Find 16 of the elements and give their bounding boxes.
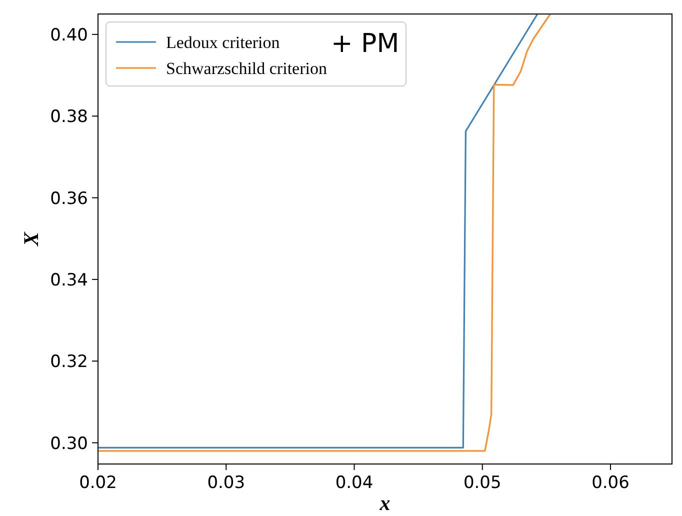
- y-tick-label: 0.34: [50, 270, 88, 290]
- y-tick-label: 0.32: [50, 352, 88, 372]
- annotation: + PM: [331, 29, 400, 59]
- y-axis-title: X: [19, 231, 43, 248]
- legend-label: Ledoux criterion: [166, 33, 280, 52]
- legend-label: Schwarzschild criterion: [166, 59, 328, 78]
- x-tick-label: 0.06: [592, 473, 630, 493]
- x-tick-label: 0.05: [463, 473, 502, 493]
- y-tick-label: 0.36: [50, 188, 88, 209]
- y-tick-label: 0.30: [50, 434, 88, 454]
- y-tick-label: 0.38: [50, 107, 88, 128]
- y-tick-label: 0.40: [50, 25, 88, 46]
- x-tick-label: 0.02: [79, 473, 117, 493]
- x-axis-title: x: [378, 491, 390, 515]
- x-tick-label: 0.03: [207, 473, 246, 493]
- x-tick-label: 0.04: [335, 473, 374, 493]
